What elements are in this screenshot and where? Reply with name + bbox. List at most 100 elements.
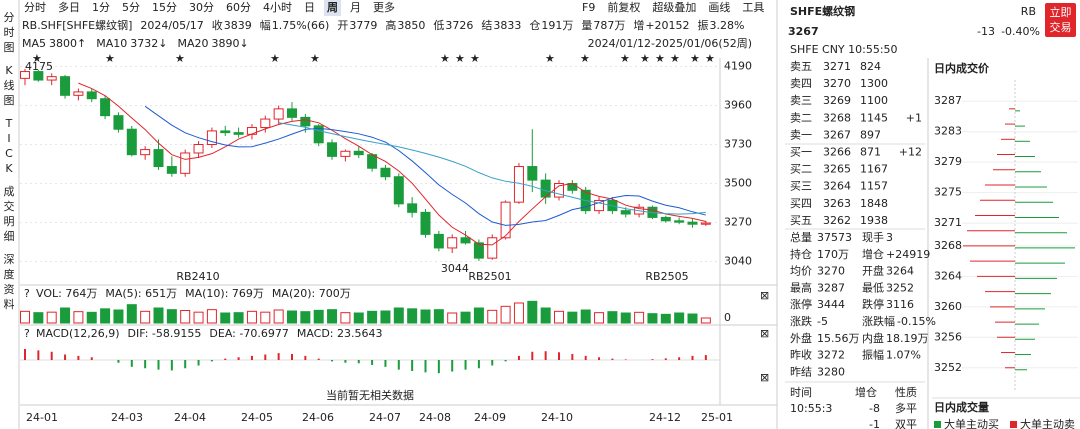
period-tab[interactable]: 4小时 xyxy=(263,1,292,14)
event-marker: ★ xyxy=(620,52,630,65)
x-tick-label: 24-12 xyxy=(649,411,681,424)
trade-cell: 多平 xyxy=(895,401,917,415)
tool-button[interactable]: F9 xyxy=(582,1,595,14)
x-tick-label: 24-04 xyxy=(174,411,206,424)
candle-body xyxy=(353,150,364,156)
volume-bar xyxy=(313,309,324,324)
panel-close[interactable]: ⊠ xyxy=(760,289,769,302)
book-volume: 871 xyxy=(860,146,881,159)
quote-label: 振 xyxy=(698,18,709,32)
candle-body xyxy=(327,142,338,157)
x-tick-label: 24-08 xyxy=(419,411,451,424)
candle-body xyxy=(166,166,177,174)
y-tick-label: 3271 xyxy=(934,216,962,229)
stat-value: 3264 xyxy=(886,265,914,278)
volume-bar xyxy=(46,311,57,324)
volume-bar xyxy=(340,312,351,324)
side-tab[interactable]: K 线图 xyxy=(4,64,15,107)
period-tab[interactable]: 30分 xyxy=(189,1,214,14)
panel-close[interactable]: ⊠ xyxy=(760,327,769,340)
candle-body xyxy=(687,221,698,225)
side-tab[interactable]: 成交明细 xyxy=(4,185,15,243)
volume-bar xyxy=(20,310,30,324)
period-tab[interactable]: 分时 xyxy=(24,1,46,14)
trade-button[interactable]: 立即交易 xyxy=(1045,3,1076,37)
period-tab[interactable]: 15分 xyxy=(152,1,177,14)
stat-value: -5 xyxy=(817,315,828,328)
volume-bar xyxy=(420,309,431,324)
macd-label: DEA: -70.6977 xyxy=(209,327,288,340)
stat-label: 现手 xyxy=(862,230,884,244)
period-tab[interactable]: 月 xyxy=(350,1,361,14)
period-tab[interactable]: 1分 xyxy=(92,1,110,14)
y-tick-label: 3268 xyxy=(934,239,962,252)
volume-bar xyxy=(287,310,297,324)
candle-body xyxy=(380,167,391,178)
quote-date: 2024/05/17 xyxy=(140,19,203,32)
candle-body xyxy=(300,116,311,127)
date-range: 2024/01/12-2025/01/06(52周) xyxy=(588,37,752,50)
x-tick-label: 24-07 xyxy=(369,411,401,424)
volume-bar xyxy=(33,312,44,324)
y-tick-label: 3252 xyxy=(934,361,962,374)
quote-value: 191万 xyxy=(541,19,573,32)
tool-button[interactable]: 超级叠加 xyxy=(652,0,696,14)
y-tick-label: 3260 xyxy=(934,300,962,313)
quote-label: 量 xyxy=(581,19,592,32)
volume-bar xyxy=(206,309,217,324)
volume-bar xyxy=(327,309,338,324)
x-tick-label: 24-06 xyxy=(302,411,334,424)
book-volume: 897 xyxy=(860,128,881,141)
volume-bar xyxy=(166,309,177,324)
y-tick-label: 0 xyxy=(724,311,731,324)
volume-bar xyxy=(647,313,658,324)
book-volume: 1938 xyxy=(860,214,888,227)
side-tab[interactable]: 深度资料 xyxy=(4,253,15,311)
quote-value: 1.75%(66) xyxy=(272,19,330,32)
legend-label: 大单主动卖 xyxy=(1020,417,1075,429)
volume-bar xyxy=(140,310,151,324)
stat-label: 总量 xyxy=(790,230,812,244)
tool-button[interactable]: 工具 xyxy=(742,1,764,14)
price-change: -13 xyxy=(977,25,995,38)
panel-help: ? xyxy=(24,327,30,340)
y-tick-label: 3279 xyxy=(934,155,962,168)
macd-label: MACD: 23.5643 xyxy=(297,327,383,340)
x-tick-label: 24-10 xyxy=(541,411,573,424)
panel-close[interactable]: ⊠ xyxy=(760,371,769,384)
candle-body xyxy=(487,237,498,259)
volume-bar xyxy=(487,309,498,324)
contract-label: RB2410 xyxy=(176,270,219,283)
volume-bar xyxy=(100,308,111,324)
period-tab[interactable]: 60分 xyxy=(226,1,251,14)
candle-body xyxy=(500,201,511,239)
volume-bar xyxy=(153,307,164,324)
period-tab[interactable]: 周 xyxy=(327,1,338,14)
tool-button[interactable]: 画线 xyxy=(708,0,730,14)
volume-bar xyxy=(113,309,124,324)
volume-bar xyxy=(594,312,605,324)
period-tab[interactable]: 日 xyxy=(304,1,315,14)
stat-value: 3252 xyxy=(886,281,914,294)
ma-label: MA10 xyxy=(96,37,127,50)
instrument-meta: SHFE CNY 10:55:50 xyxy=(790,43,898,56)
legend-swatch xyxy=(934,421,941,428)
stat-label: 昨收 xyxy=(790,348,812,362)
period-tab[interactable]: 多日 xyxy=(58,0,80,14)
event-marker: ★ xyxy=(690,52,700,65)
stat-value: +24919 xyxy=(886,248,930,261)
book-price: 3268 xyxy=(823,111,851,124)
active-tab-bg xyxy=(324,0,341,16)
period-tab[interactable]: 更多 xyxy=(373,0,395,14)
stat-value: 170万 xyxy=(817,248,849,261)
candle-body xyxy=(20,71,30,79)
moving-average xyxy=(144,105,706,226)
period-tab[interactable]: 5分 xyxy=(122,1,140,14)
book-price: 3267 xyxy=(823,128,851,141)
side-tab[interactable]: 分时图 xyxy=(4,11,15,54)
stat-label: 持仓 xyxy=(790,247,812,261)
stat-value: 3 xyxy=(886,231,893,244)
tool-button[interactable]: 前复权 xyxy=(607,0,640,14)
